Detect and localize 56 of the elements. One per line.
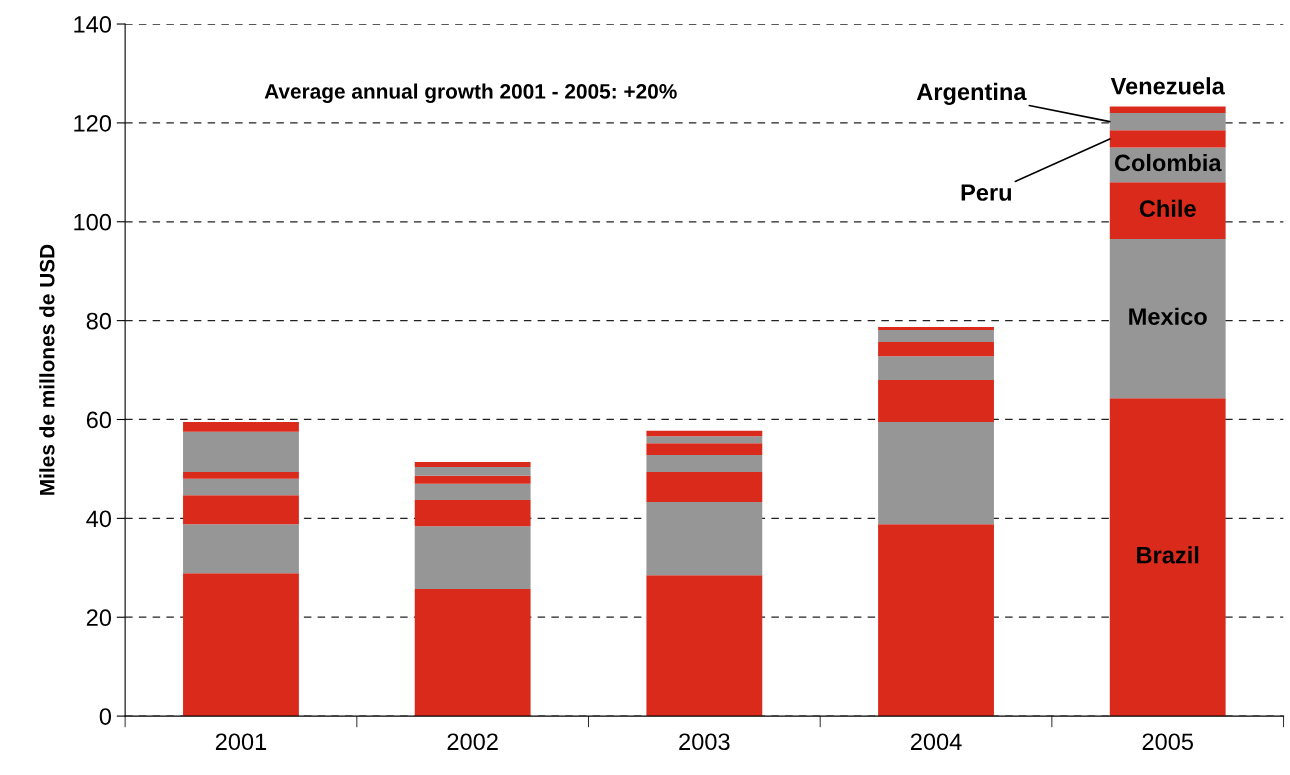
bar [414, 526, 531, 590]
bar [414, 500, 531, 527]
bar [646, 430, 763, 437]
x-tick-label: 2003 [679, 733, 730, 751]
series-label: Mexico [1129, 307, 1207, 325]
bar [1109, 130, 1226, 148]
bar [183, 524, 299, 574]
series-label: Colombia [1114, 153, 1222, 172]
annotation: Average annual growth 2001 - 2005: +20% [264, 83, 677, 103]
y-tick-label: 140 [74, 16, 112, 33]
series-label: Brazil [1137, 546, 1199, 564]
bar [183, 495, 299, 525]
bar [183, 421, 299, 432]
bar [414, 589, 531, 717]
x-tick-label: 2004 [910, 733, 962, 751]
bar [646, 502, 763, 576]
y-axis-title: Miles de millones de USD [39, 244, 55, 495]
bar [183, 431, 299, 472]
bar [878, 341, 994, 357]
bar [646, 575, 763, 717]
bar [878, 524, 994, 717]
bar [414, 462, 531, 467]
bar [183, 573, 299, 717]
y-tick-label: 80 [86, 312, 112, 330]
bar [1109, 182, 1226, 240]
x-tick-label: 2002 [447, 733, 498, 751]
bar [878, 327, 994, 331]
bar [646, 436, 763, 444]
y-tick-label: 0 [99, 708, 112, 725]
bar [646, 443, 763, 456]
bar [414, 483, 531, 501]
x-tick-label: 2001 [215, 733, 267, 751]
bar [646, 471, 763, 503]
bar [183, 478, 299, 496]
text: Peru [961, 184, 1012, 201]
bar [183, 471, 299, 479]
bar [1109, 239, 1226, 399]
bar [1109, 106, 1226, 114]
bar [646, 455, 763, 472]
bar [1109, 398, 1226, 717]
y-tick-label: 40 [86, 510, 112, 528]
bar [414, 466, 531, 476]
text: Argentina [916, 82, 1027, 105]
series-label: Chile [1139, 199, 1196, 217]
y-tick-label: 100 [74, 213, 112, 231]
y-tick-label: 60 [86, 411, 112, 429]
bar [878, 356, 994, 380]
bar [878, 330, 994, 342]
series-label: Venezuela [1110, 77, 1225, 95]
bar [414, 475, 531, 484]
bar [878, 379, 994, 422]
y-tick-label: 20 [86, 609, 112, 627]
bar [878, 421, 994, 525]
y-tick-label: 120 [74, 114, 112, 132]
bar [1109, 113, 1226, 131]
x-tick-label: 2005 [1142, 733, 1193, 751]
